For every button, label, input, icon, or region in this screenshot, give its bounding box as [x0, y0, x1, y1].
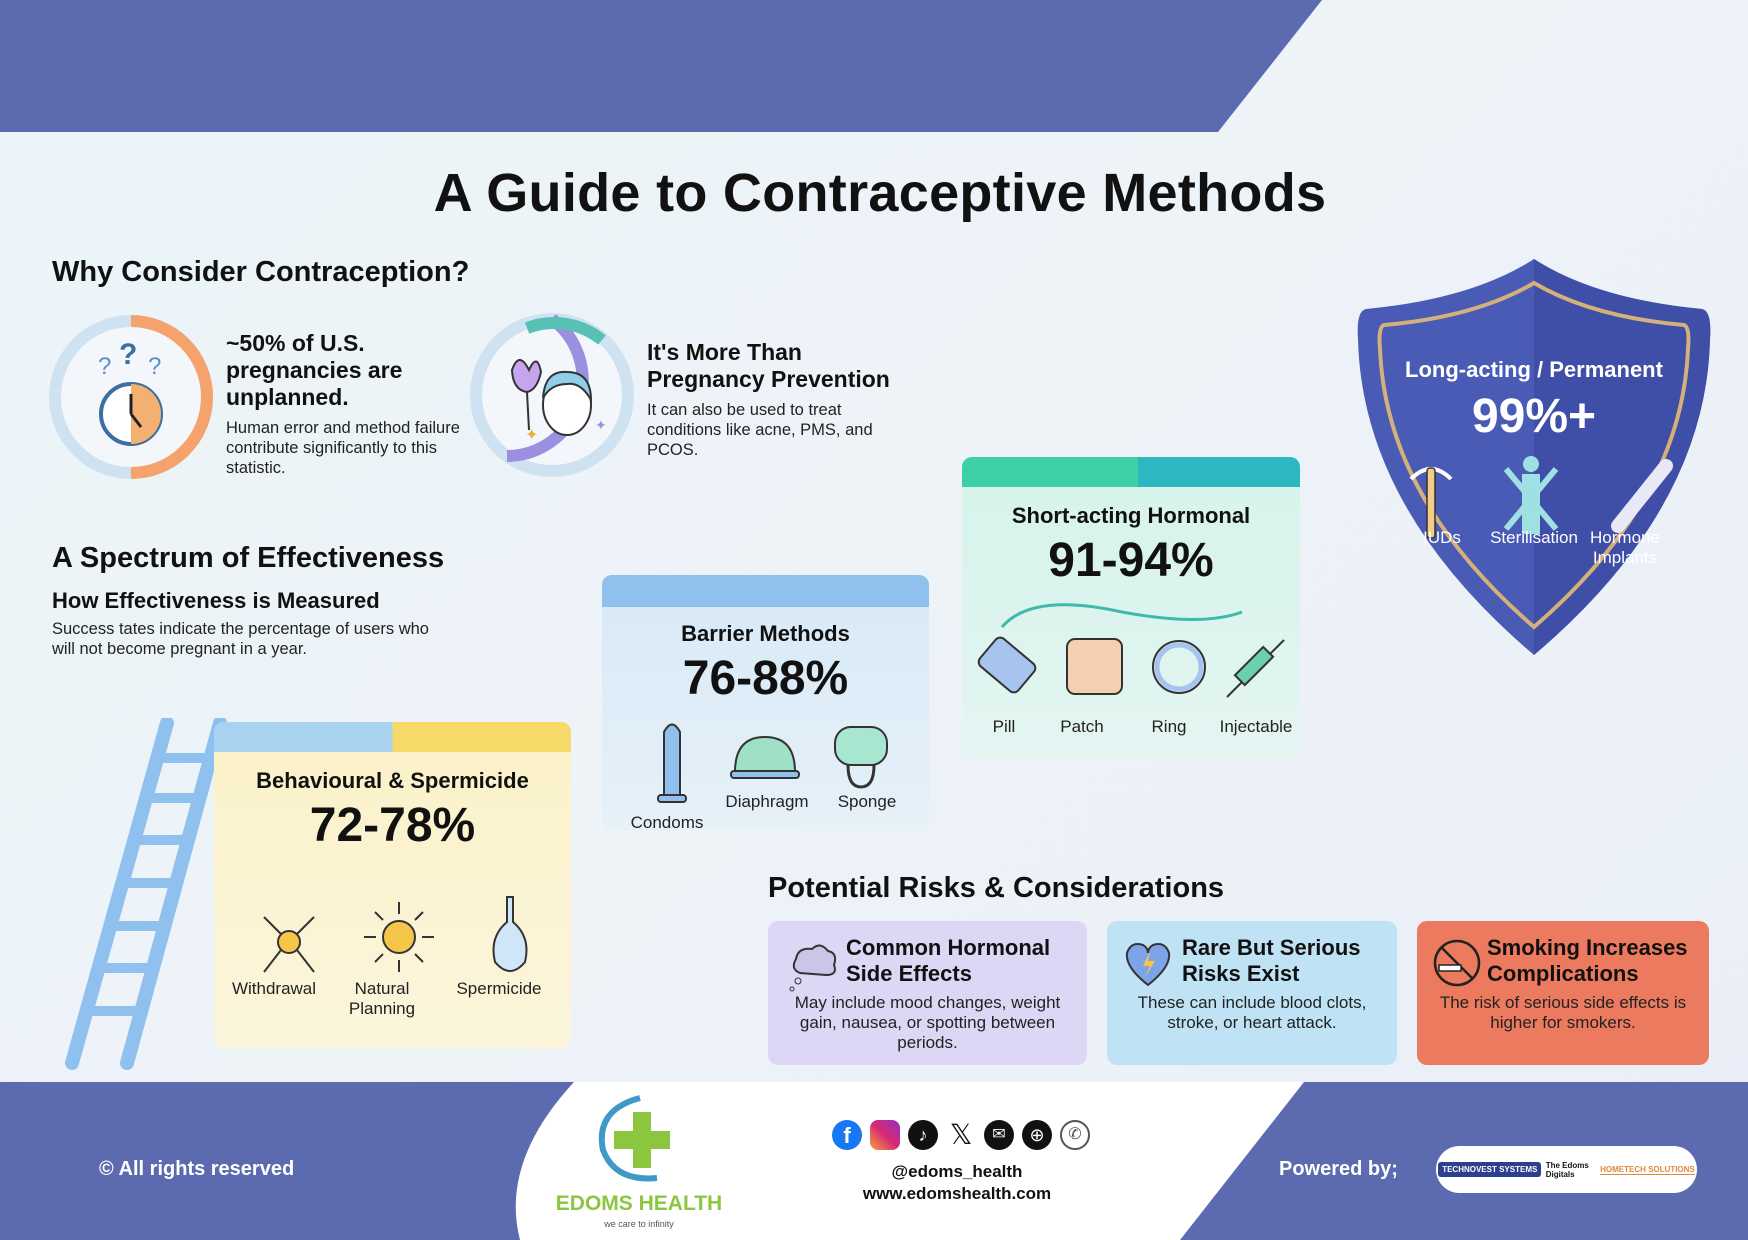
stat-headline: ~50% of U.S. pregnancies are unplanned. — [226, 330, 403, 410]
globe-icon[interactable]: ⊕ — [1022, 1120, 1052, 1150]
pill-patch-ring-injectable-icons — [977, 603, 1285, 698]
tier-percent: 76-88% — [682, 652, 849, 705]
item-natural-planning: Natural Planning — [348, 979, 416, 1018]
x-icon[interactable]: 𝕏 — [949, 1119, 973, 1150]
website-link[interactable]: www.edomshealth.com — [862, 1184, 1052, 1203]
more-body: It can also be used to treat conditions … — [647, 401, 873, 459]
brand-tagline: we care to infinity — [604, 1219, 674, 1229]
item-iuds: IUDs — [1423, 528, 1461, 547]
risk-body: The risk of serious side effects is high… — [1439, 993, 1687, 1032]
item-diaphragm: Diaphragm — [725, 792, 809, 811]
tier-behavioural-card: Behavioural & Spermicide 72-78% Withdraw… — [214, 722, 571, 1048]
spectrum-description: Success tates indicate the percentage of… — [52, 620, 429, 658]
facebook-icon[interactable]: f — [832, 1120, 862, 1150]
tier-short-acting-card: Short-acting Hormonal 91-94% Pill Patch … — [962, 457, 1300, 758]
rights-text: © All rights reserved — [99, 1158, 295, 1180]
tier-barrier-card: Barrier Methods 76-88% Condoms Diaphragm… — [602, 575, 929, 830]
svg-text:?: ? — [119, 338, 137, 371]
tier-title: Long-acting / Permanent — [1405, 357, 1663, 382]
svg-text:?: ? — [148, 353, 161, 380]
clock-question-icon: ??? — [49, 315, 213, 479]
more-headline: It's More Than Pregnancy Prevention — [647, 339, 890, 392]
withdrawal-natural-spermicide-icons — [263, 896, 528, 973]
heart-lightning-icon — [1125, 943, 1171, 987]
risk-card-smoking: Smoking Increases Complications The risk… — [1417, 921, 1709, 1065]
tier-percent: 99%+ — [1471, 390, 1597, 443]
edoms-logo-icon — [598, 1095, 670, 1182]
tier-title: Barrier Methods — [681, 621, 850, 646]
risk-body: These can include blood clots, stroke, o… — [1137, 993, 1367, 1032]
item-injectable: Injectable — [1219, 717, 1293, 736]
svg-text:✦: ✦ — [595, 417, 607, 433]
thought-cloud-icon — [789, 944, 837, 992]
face-flower-icon: ✦✦ — [470, 313, 634, 477]
partner-technovest: TECHNOVEST SYSTEMS — [1438, 1162, 1542, 1177]
spectrum-heading: A Spectrum of Effectiveness — [52, 542, 445, 574]
tiktok-icon[interactable]: ♪ — [908, 1120, 938, 1150]
social-icons: f ♪ 𝕏 ✉ ⊕ ✆ — [832, 1120, 1090, 1150]
email-icon[interactable]: ✉ — [984, 1120, 1014, 1150]
partner-hometech: HOMETECH SOLUTIONS — [1600, 1164, 1695, 1175]
whatsapp-icon[interactable]: ✆ — [1060, 1120, 1090, 1150]
risk-title: Common Hormonal Side Effects — [846, 935, 1051, 986]
partner-edoms-digitals: The Edoms Digitals — [1545, 1160, 1589, 1179]
risks-heading: Potential Risks & Considerations — [768, 872, 1225, 904]
powered-by-label: Powered by; — [1279, 1158, 1398, 1180]
item-spermicide: Spermicide — [456, 979, 542, 998]
brand-name: EDOMS HEALTH — [555, 1192, 723, 1215]
risk-body: May include mood changes, weight gain, n… — [794, 993, 1061, 1052]
tier-percent: 91-94% — [1048, 534, 1214, 587]
social-handle[interactable]: @edoms_health — [891, 1162, 1023, 1181]
instagram-icon[interactable] — [870, 1120, 900, 1150]
why-heading: Why Consider Contraception? — [52, 256, 470, 288]
item-sterilisation: Sterilisation — [1490, 528, 1578, 547]
footer-band — [0, 1082, 1748, 1240]
risk-card-side-effects: Common Hormonal Side Effects May include… — [768, 921, 1087, 1065]
item-condoms: Condoms — [630, 813, 704, 830]
svg-text:✦: ✦ — [525, 427, 538, 444]
tier-percent: 72-78% — [309, 799, 476, 852]
shield-icon — [1357, 259, 1711, 655]
risk-card-serious: Rare But Serious Risks Exist These can i… — [1107, 921, 1397, 1065]
tier-title: Short-acting Hormonal — [1011, 503, 1251, 528]
ladder-icon — [65, 718, 227, 1070]
item-patch: Patch — [1060, 717, 1104, 736]
svg-text:?: ? — [98, 353, 111, 380]
risk-title: Rare But Serious Risks Exist — [1182, 935, 1361, 986]
item-withdrawal: Withdrawal — [231, 979, 317, 998]
condom-diaphragm-sponge-icons — [657, 723, 888, 803]
item-hormone-implants: Hormone Implants — [1590, 528, 1660, 567]
header-band — [0, 0, 1322, 132]
item-sponge: Sponge — [837, 792, 897, 811]
risk-title: Smoking Increases Complications — [1487, 935, 1688, 986]
page-title: A Guide to Contraceptive Methods — [433, 163, 1327, 223]
stat-body: Human error and method failure contribut… — [226, 419, 460, 477]
item-ring: Ring — [1151, 717, 1187, 736]
spectrum-subheading: How Effectiveness is Measured — [52, 588, 380, 613]
no-smoking-icon — [1433, 939, 1481, 987]
partners-pill: TECHNOVEST SYSTEMS The Edoms Digitals HO… — [1436, 1146, 1697, 1193]
tier-title: Behavioural & Spermicide — [256, 768, 529, 793]
item-pill: Pill — [992, 717, 1016, 736]
